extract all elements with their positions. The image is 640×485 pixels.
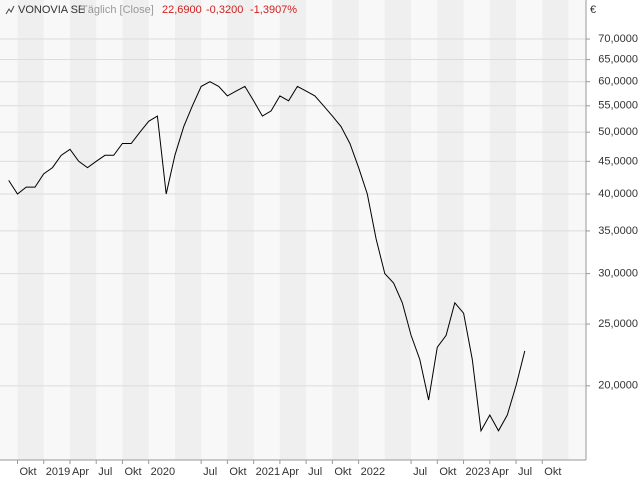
y-tick-label: 40,0000 [598,188,638,200]
y-tick-label: 65,0000 [598,53,638,65]
unit-label: € [590,4,596,16]
y-tick-label: 30,0000 [598,268,638,280]
x-tick-label: Jul [308,466,322,478]
x-tick-label: Jul [518,466,532,478]
band [542,0,569,460]
x-tick-label: Okt [124,466,141,478]
x-tick-label: 2022 [361,466,385,478]
y-tick-label: 25,0000 [598,318,638,330]
x-tick-label: Okt [544,466,561,478]
x-tick-label: Jul [98,466,112,478]
x-tick-label: 2020 [151,466,175,478]
band [122,0,149,460]
y-tick-label: 60,0000 [598,76,638,88]
band [69,0,97,460]
band [174,0,202,460]
band [279,0,307,460]
x-tick-label: Okt [19,466,36,478]
y-tick-label: 50,0000 [598,126,638,138]
change: -0,3200 [206,4,243,16]
price-line [8,81,526,433]
band [332,0,359,460]
x-tick-label: Jul [203,466,217,478]
x-tick-label: Apr [282,466,299,478]
x-tick-label: Okt [229,466,246,478]
y-tick-label: 55,0000 [598,100,638,112]
x-tick-label: Jul [413,466,427,478]
y-tick-label: 20,0000 [598,380,638,392]
chart-title: VONOVIA SE [18,4,85,16]
x-tick-label: Apr [72,466,89,478]
band [17,0,44,460]
band [489,0,517,460]
x-tick-label: 2019 [46,466,70,478]
x-tick-label: 2021 [256,466,280,478]
y-tick-label: 45,0000 [598,155,638,167]
band [227,0,254,460]
change-percent: -1,3907% [250,4,297,16]
x-tick-label: Apr [492,466,509,478]
x-tick-label: Okt [439,466,456,478]
x-tick-label: 2023 [466,466,490,478]
chart-icon [5,5,15,15]
x-tick-label: Okt [334,466,351,478]
band [437,0,464,460]
y-tick-label: 70,0000 [598,33,638,45]
band [384,0,412,460]
last-value: 22,6900 [162,4,202,16]
y-tick-label: 35,0000 [598,225,638,237]
chart-subtitle: Täglich [Close] [81,4,154,16]
